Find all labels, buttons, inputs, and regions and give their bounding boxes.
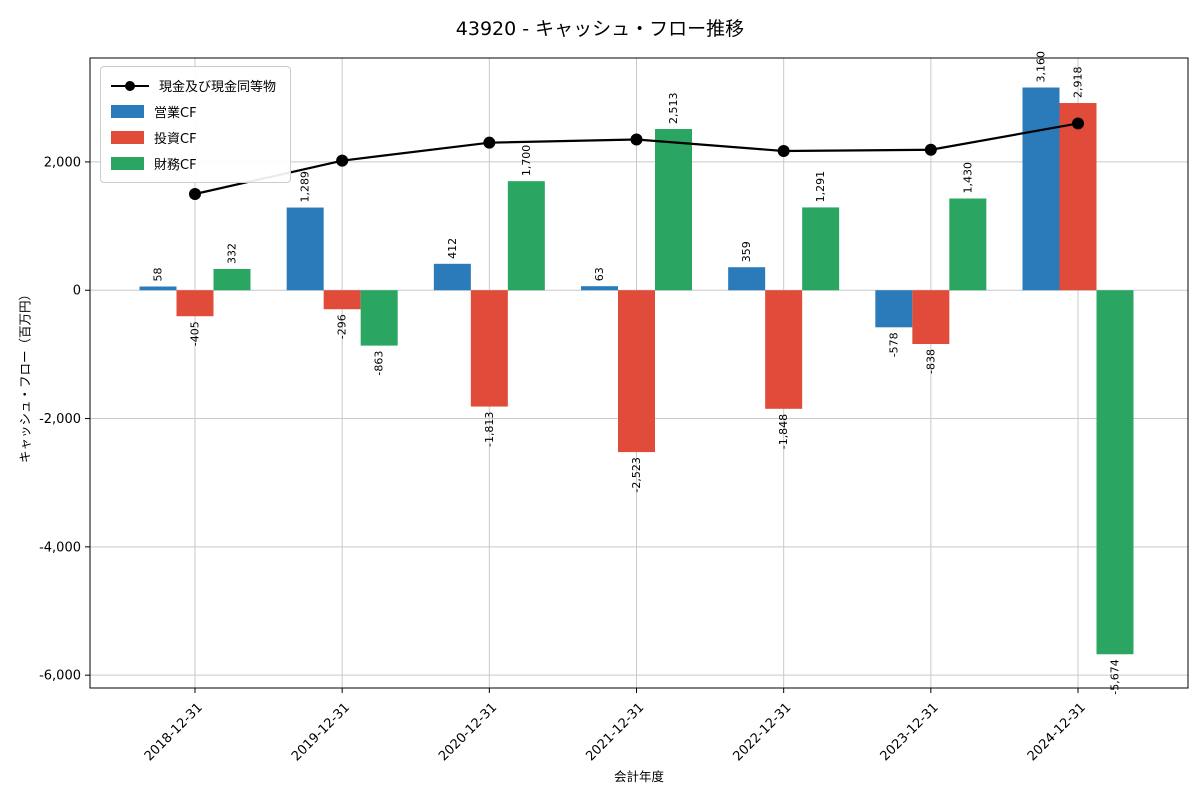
bar-value-label: -838 xyxy=(924,349,937,374)
bar-value-label: 2,513 xyxy=(667,93,680,125)
bar-財務CF-2018-12-31 xyxy=(213,268,251,291)
bar-value-label: 1,700 xyxy=(520,145,533,177)
bar-value-label: -2,523 xyxy=(630,457,643,492)
bar-value-label: 1,291 xyxy=(814,171,827,203)
line-marker xyxy=(189,188,201,201)
legend-label: 営業CF xyxy=(154,106,197,121)
x-axis-label: 会計年度 xyxy=(613,769,664,784)
legend-label: 投資CF xyxy=(154,132,197,147)
bar-value-label: 359 xyxy=(740,241,753,262)
legend-label: 現金及び現金同等物 xyxy=(159,80,277,95)
y-tick-label: 2,000 xyxy=(44,155,81,170)
bar-value-label: -296 xyxy=(336,314,349,339)
bar-value-label: 332 xyxy=(226,243,239,264)
bar-投資CF-2024-12-31 xyxy=(1059,103,1097,291)
bar-value-label: 63 xyxy=(593,267,606,281)
x-tick-label: 2018-12-31 xyxy=(142,700,206,764)
bar-value-label: 412 xyxy=(446,238,459,259)
x-tick-label: 2021-12-31 xyxy=(583,700,647,764)
line-marker xyxy=(630,133,643,146)
x-tick-label: 2022-12-31 xyxy=(730,700,794,764)
bar-value-label: -5,674 xyxy=(1109,659,1122,694)
line-marker xyxy=(336,154,349,167)
bar-投資CF-2023-12-31 xyxy=(912,290,950,345)
line-marker xyxy=(777,145,790,158)
bar-value-label: 58 xyxy=(152,268,165,282)
investing-cf-swatch-icon xyxy=(111,131,144,144)
y-tick-label: 0 xyxy=(73,284,81,299)
bar-財務CF-2024-12-31 xyxy=(1096,290,1134,655)
line-marker-legend-icon xyxy=(111,80,149,91)
legend-item-investing-cf: 投資CF xyxy=(111,128,276,147)
bar-value-label: 2,918 xyxy=(1072,67,1085,99)
bar-営業CF-2021-12-31 xyxy=(581,286,618,291)
bar-投資CF-2021-12-31 xyxy=(618,290,655,453)
x-tick-label: 2024-12-31 xyxy=(1025,700,1089,764)
x-tick-label: 2020-12-31 xyxy=(436,700,500,764)
y-tick-label: -2,000 xyxy=(39,412,81,427)
bar-財務CF-2023-12-31 xyxy=(949,198,987,291)
y-axis-label: キャッシュ・フロー（百万円） xyxy=(17,288,33,464)
legend: 現金及び現金同等物 営業CF 投資CF 財務CF xyxy=(100,66,292,183)
bar-投資CF-2019-12-31 xyxy=(323,290,361,310)
x-tick-label: 2023-12-31 xyxy=(878,700,942,764)
bar-投資CF-2022-12-31 xyxy=(765,290,803,409)
bar-value-label: 1,430 xyxy=(961,162,974,194)
operating-cf-swatch-icon xyxy=(111,105,144,118)
x-tick-label: 2019-12-31 xyxy=(289,700,353,764)
y-tick-label: -6,000 xyxy=(39,669,81,684)
legend-label: 財務CF xyxy=(154,158,197,173)
bar-value-label: -578 xyxy=(887,332,900,357)
bar-営業CF-2023-12-31 xyxy=(875,290,913,328)
financing-cf-swatch-icon xyxy=(111,157,144,170)
bar-value-label: -863 xyxy=(373,351,386,376)
bar-財務CF-2021-12-31 xyxy=(655,129,692,291)
bar-投資CF-2020-12-31 xyxy=(470,290,508,407)
chart-title: 43920 - キャッシュ・フロー推移 xyxy=(455,18,745,40)
line-marker xyxy=(1072,117,1084,130)
bar-営業CF-2022-12-31 xyxy=(728,267,766,291)
bar-value-label: 3,160 xyxy=(1035,51,1048,83)
legend-item-operating-cf: 営業CF xyxy=(111,102,276,121)
bar-value-label: 1,289 xyxy=(299,171,312,203)
bar-投資CF-2018-12-31 xyxy=(176,290,214,317)
plot-border xyxy=(89,57,1189,689)
bar-value-label: -1,848 xyxy=(777,414,790,449)
line-marker xyxy=(483,136,496,149)
bar-value-label: -405 xyxy=(189,321,202,346)
legend-item-financing-cf: 財務CF xyxy=(111,154,276,173)
bar-財務CF-2022-12-31 xyxy=(802,207,840,291)
legend-item-cash-equivalents: 現金及び現金同等物 xyxy=(111,76,276,95)
bar-value-label: -1,813 xyxy=(483,412,496,447)
bar-営業CF-2024-12-31 xyxy=(1022,87,1060,291)
bar-営業CF-2019-12-31 xyxy=(286,207,324,291)
bar-財務CF-2019-12-31 xyxy=(360,290,398,346)
bar-営業CF-2018-12-31 xyxy=(139,286,177,291)
bar-営業CF-2020-12-31 xyxy=(433,263,471,291)
line-marker xyxy=(924,143,937,156)
bar-財務CF-2020-12-31 xyxy=(507,181,545,291)
y-tick-label: -4,000 xyxy=(39,540,81,555)
